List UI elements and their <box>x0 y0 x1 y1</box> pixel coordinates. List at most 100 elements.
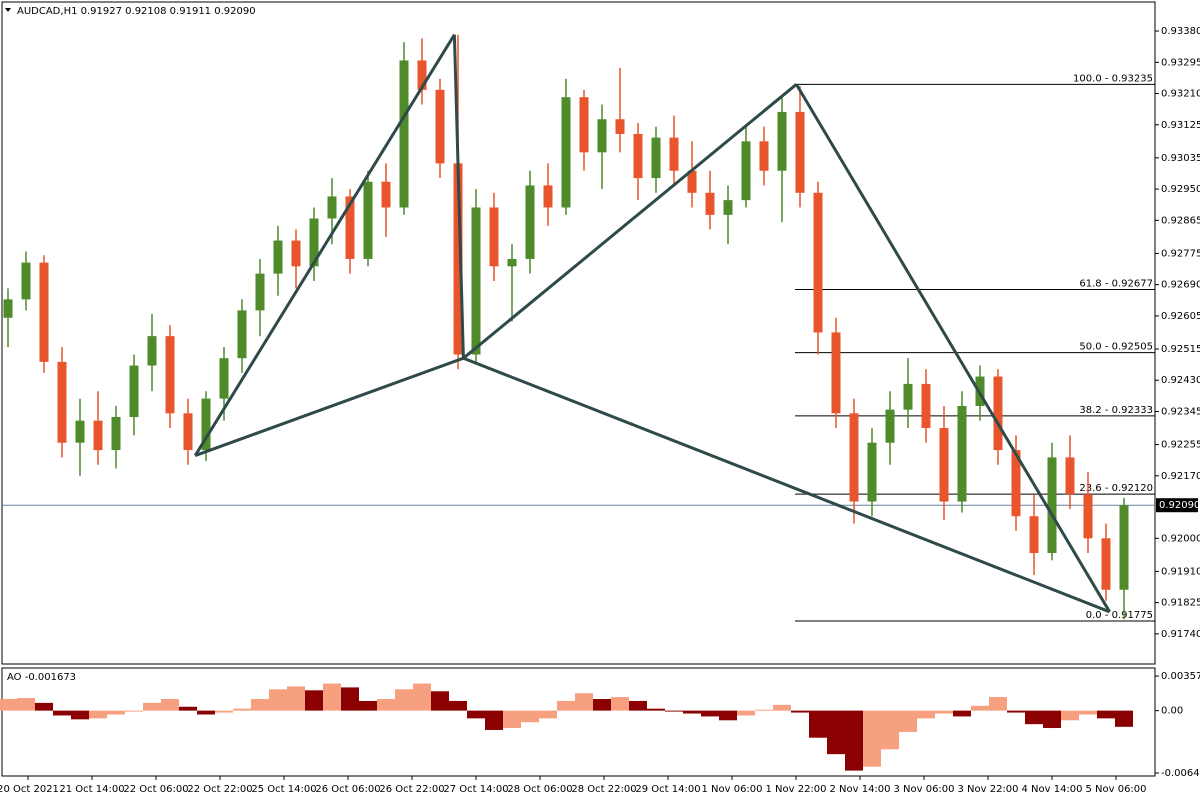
y-tick-label: 0.92690 <box>1161 280 1200 291</box>
menu-arrow[interactable] <box>5 8 11 12</box>
candle-body <box>255 273 265 311</box>
ao-label: AO -0.001673 <box>7 672 76 683</box>
ao-bar <box>593 699 611 711</box>
candle-body <box>507 258 517 267</box>
fibo-label: 23.6 - 0.92120 <box>1079 483 1153 494</box>
candle-body <box>417 60 427 90</box>
x-tick-label: 20 Oct 2021 <box>0 784 59 795</box>
ao-bar <box>989 697 1007 711</box>
ao-bar <box>629 700 647 711</box>
candle-body <box>867 442 877 502</box>
ao-bar <box>359 700 377 711</box>
candle-body <box>885 409 895 443</box>
x-tick-label: 22 Oct 06:00 <box>123 784 188 795</box>
ao-bar <box>935 710 953 714</box>
y-tick-label: 0.92775 <box>1161 248 1200 259</box>
ao-bar <box>341 687 359 711</box>
y-tick-label: 0.92000 <box>1161 533 1200 544</box>
candle-body <box>759 141 769 171</box>
fibo-label: 100.0 - 0.93235 <box>1073 73 1153 84</box>
candle-body <box>579 97 589 153</box>
candle-body <box>561 97 571 208</box>
ao-bar <box>233 708 251 711</box>
candle-body <box>1029 516 1039 553</box>
candle-body <box>309 218 319 267</box>
chart-title: AUDCAD,H1 0.91927 0.92108 0.91911 0.9209… <box>17 6 256 17</box>
ao-bar <box>755 709 773 711</box>
candle-body <box>615 119 625 134</box>
pattern-line <box>462 83 798 360</box>
ao-bar <box>1097 710 1115 719</box>
ao-bar <box>1079 710 1097 715</box>
x-tick-label: 28 Oct 22:00 <box>571 784 636 795</box>
y-tick-label: 0.93380 <box>1161 26 1200 37</box>
ao-bar <box>1061 710 1079 721</box>
pattern-line <box>194 356 464 457</box>
ao-bar <box>35 702 53 711</box>
fibo-label: 61.8 - 0.92677 <box>1079 278 1153 289</box>
candle-body <box>327 196 337 219</box>
y-tick-label: 0.92255 <box>1161 440 1200 451</box>
ao-bar <box>377 699 395 711</box>
ao-bar <box>737 710 755 716</box>
candle-body <box>471 207 481 355</box>
x-tick-label: 3 Nov 22:00 <box>957 784 1018 795</box>
ao-bar <box>0 699 17 711</box>
ao-bar <box>863 710 881 767</box>
candle-body <box>921 383 931 429</box>
candle-body <box>183 413 193 451</box>
candle-body <box>435 89 445 164</box>
candle-body <box>345 196 355 259</box>
candle-body <box>1047 457 1057 553</box>
candle-body <box>93 420 103 451</box>
ao-bar <box>467 710 485 719</box>
candle-body <box>669 137 679 171</box>
ao-bar <box>791 710 809 713</box>
candle-body <box>39 262 49 362</box>
ao-bar <box>53 710 71 716</box>
y-tick-label: 0.92515 <box>1161 344 1200 355</box>
candle-body <box>525 185 535 259</box>
ao-bar <box>521 710 539 723</box>
ao-bar <box>215 710 233 713</box>
candle-body <box>201 398 211 451</box>
x-tick-label: 26 Oct 06:00 <box>315 784 380 795</box>
candle-body <box>165 336 175 414</box>
ao-bar <box>953 710 971 717</box>
x-tick-label: 25 Oct 14:00 <box>251 784 316 795</box>
candle-body <box>651 137 661 179</box>
ao-bar <box>575 693 593 711</box>
candle-body <box>381 181 391 208</box>
candle-body <box>705 192 715 215</box>
candle-body <box>75 420 85 443</box>
pattern-line <box>193 33 456 457</box>
ao-tick-label: 0.00 <box>1161 706 1183 717</box>
y-tick-label: 0.91740 <box>1161 629 1200 640</box>
ao-tick-label: -0.006447 <box>1161 768 1200 779</box>
y-tick-label: 0.91825 <box>1161 598 1200 609</box>
candle-body <box>1101 538 1111 590</box>
ao-bar <box>557 700 575 711</box>
x-tick-label: 1 Nov 06:00 <box>701 784 762 795</box>
ao-bar <box>323 683 341 711</box>
ao-bar <box>251 699 269 711</box>
x-tick-label: 4 Nov 14:00 <box>1021 784 1082 795</box>
candle-body <box>111 416 121 451</box>
candle-body <box>1011 450 1021 517</box>
candle-body <box>3 299 13 318</box>
x-tick-label: 3 Nov 06:00 <box>893 784 954 795</box>
ao-frame <box>1 667 1156 777</box>
y-tick-label: 0.92950 <box>1161 184 1200 195</box>
ao-bar <box>89 710 107 719</box>
x-tick-label: 26 Oct 22:00 <box>379 784 444 795</box>
ao-bar <box>845 710 863 771</box>
fibo-label: 50.0 - 0.92505 <box>1079 342 1153 353</box>
pattern-line <box>462 356 1111 614</box>
ao-bar <box>647 708 665 711</box>
ao-bar <box>179 706 197 711</box>
candle-body <box>489 207 499 267</box>
candle-body <box>543 185 553 208</box>
ao-bar <box>449 700 467 711</box>
candle-body <box>1119 505 1129 590</box>
